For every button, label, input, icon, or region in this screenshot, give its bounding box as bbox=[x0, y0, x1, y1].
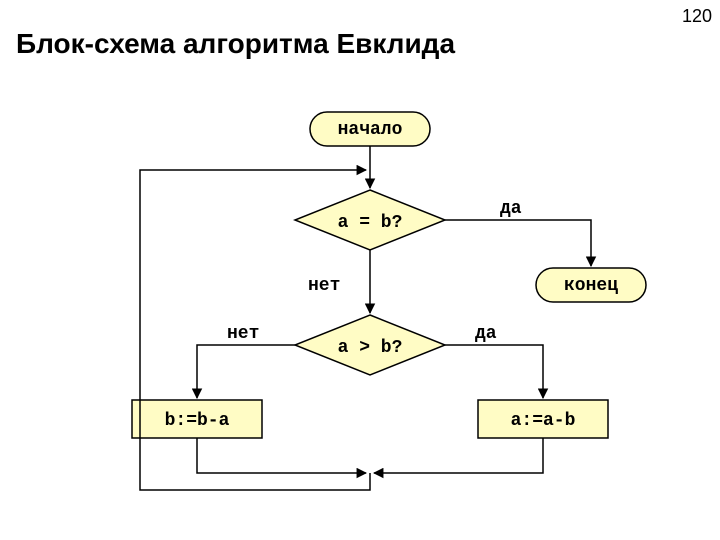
label-d1-yes: да bbox=[500, 199, 522, 219]
node-decision-eq-label: a = b? bbox=[338, 213, 403, 233]
node-end: конец bbox=[536, 268, 646, 302]
label-d2-yes: да bbox=[475, 324, 497, 344]
node-end-label: конец bbox=[564, 276, 618, 296]
node-proc-a-label: a:=a-b bbox=[511, 411, 576, 431]
label-d2-no: нет bbox=[227, 324, 259, 344]
edge-d1-yes bbox=[445, 220, 591, 266]
node-start-label: начало bbox=[338, 120, 403, 140]
label-d1-no: нет bbox=[308, 276, 340, 296]
node-decision-gt-label: a > b? bbox=[338, 338, 403, 358]
node-decision-gt: a > b? bbox=[295, 315, 445, 375]
flowchart-canvas: начало a = b? да конец нет a > b? да нет… bbox=[0, 0, 720, 540]
node-proc-b: b:=b-a bbox=[132, 400, 262, 438]
edge-d2-yes bbox=[445, 345, 543, 398]
node-proc-a: a:=a-b bbox=[478, 400, 608, 438]
node-decision-eq: a = b? bbox=[295, 190, 445, 250]
edge-proc-a-merge bbox=[374, 438, 543, 473]
node-start: начало bbox=[310, 112, 430, 146]
edge-proc-b-merge bbox=[197, 438, 366, 473]
node-proc-b-label: b:=b-a bbox=[165, 411, 230, 431]
edge-d2-no bbox=[197, 345, 295, 398]
